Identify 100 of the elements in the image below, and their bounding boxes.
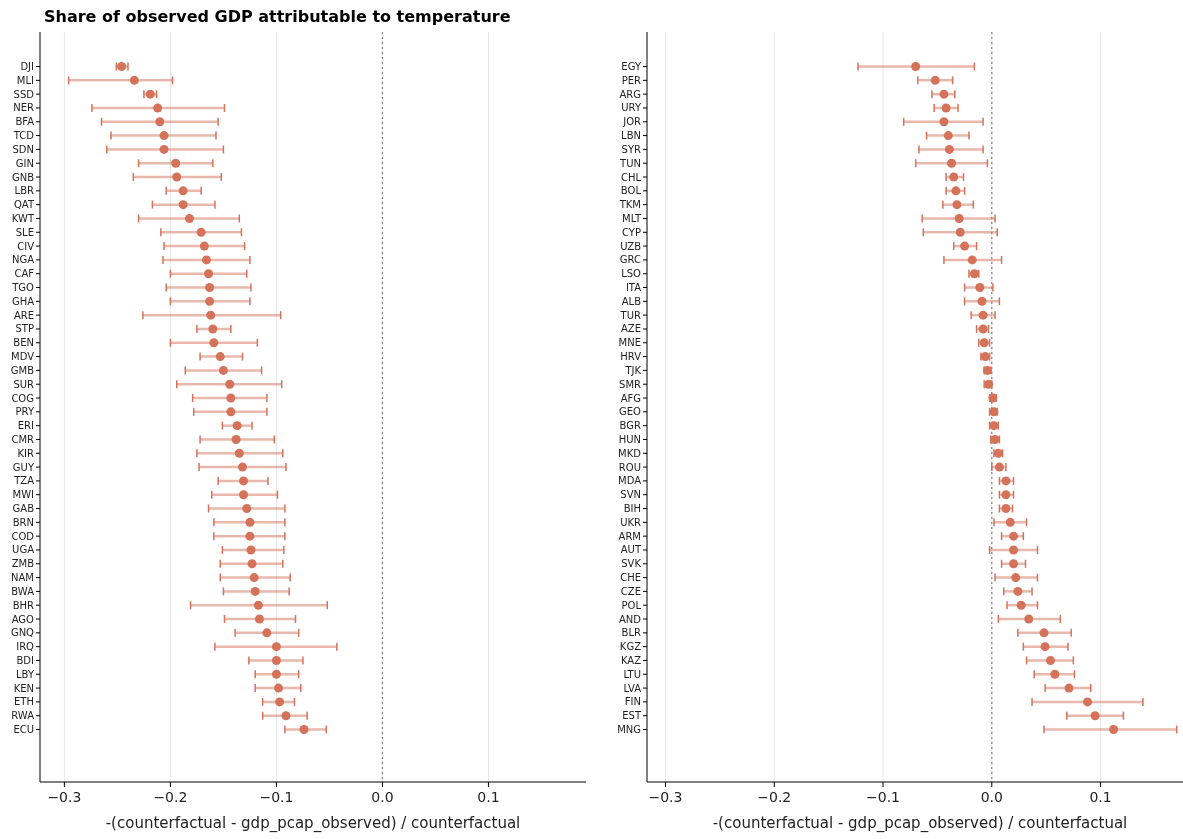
- x-tick-label: 0.0: [371, 789, 394, 805]
- y-tick-label: FIN: [624, 696, 641, 708]
- y-tick-label: CIV: [17, 240, 35, 252]
- point: [171, 158, 181, 168]
- y-tick-label: BIH: [623, 503, 641, 515]
- point: [955, 227, 965, 237]
- y-tick-label: CMR: [11, 433, 35, 445]
- point: [245, 531, 255, 541]
- point: [1050, 669, 1060, 679]
- point: [1001, 490, 1011, 500]
- chart-title: Share of observed GDP attributable to temperature: [44, 7, 511, 26]
- y-tick-label: MNG: [617, 724, 641, 736]
- point: [196, 227, 206, 237]
- y-tick-label: CYP: [622, 226, 641, 238]
- y-tick-label: GEO: [619, 406, 642, 418]
- y-tick-label: ARM: [618, 530, 641, 542]
- y-tick-label: MLI: [16, 74, 34, 86]
- y-tick-label: COD: [11, 530, 35, 542]
- y-tick-label: PER: [621, 74, 642, 86]
- y-tick-label: ITA: [625, 282, 642, 294]
- x-tick-label: 0.0: [980, 789, 1003, 805]
- y-tick-label: QAT: [13, 199, 35, 211]
- y-tick-label: MNE: [618, 337, 641, 349]
- point: [281, 711, 291, 721]
- y-tick-label: MDA: [618, 475, 642, 487]
- point: [1039, 628, 1049, 638]
- point: [250, 586, 260, 596]
- point: [262, 628, 272, 638]
- y-tick-label: GRC: [619, 254, 642, 266]
- point: [299, 725, 309, 735]
- point: [209, 338, 219, 348]
- y-tick-label: ALB: [621, 295, 642, 307]
- y-tick-label: MDV: [11, 351, 35, 363]
- point: [239, 490, 249, 500]
- point: [159, 144, 169, 154]
- y-tick-label: SMR: [619, 378, 642, 390]
- y-tick-label: TUN: [619, 157, 641, 169]
- y-tick-label: LBR: [14, 185, 35, 197]
- point: [1009, 545, 1019, 555]
- y-tick-label: NGA: [11, 254, 35, 266]
- y-tick-label: UZB: [620, 240, 642, 252]
- point: [159, 131, 169, 141]
- y-tick-label: URY: [621, 102, 642, 114]
- y-tick-label: BFA: [15, 116, 35, 128]
- y-tick-label: LSO: [621, 268, 642, 280]
- point: [941, 103, 951, 113]
- y-tick-label: AUT: [620, 544, 642, 556]
- y-tick-label: LVA: [623, 682, 642, 694]
- x-tick-label: −0.3: [648, 789, 683, 805]
- point: [1011, 573, 1021, 583]
- y-tick-label: GUY: [12, 461, 35, 473]
- point: [271, 655, 281, 665]
- point: [201, 255, 211, 265]
- y-tick-label: ERI: [17, 420, 34, 432]
- y-tick-label: TUR: [619, 309, 642, 321]
- y-tick-label: LTU: [623, 668, 641, 680]
- y-tick-label: AZE: [620, 323, 641, 335]
- point: [218, 365, 228, 375]
- point: [204, 269, 214, 279]
- point: [911, 62, 921, 72]
- y-tick-label: BOL: [620, 185, 642, 197]
- point: [129, 75, 139, 85]
- y-tick-label: KIR: [17, 447, 35, 459]
- y-tick-label: TKM: [618, 199, 641, 211]
- y-tick-label: BEN: [13, 337, 34, 349]
- y-tick-label: HRV: [620, 351, 642, 363]
- y-tick-label: GIN: [15, 157, 34, 169]
- point: [239, 476, 249, 486]
- y-tick-label: SDN: [12, 143, 34, 155]
- point: [226, 393, 236, 403]
- y-tick-label: AGO: [11, 613, 35, 625]
- point: [954, 213, 964, 223]
- y-tick-label: CHE: [620, 572, 641, 584]
- y-tick-label: BRN: [12, 516, 34, 528]
- point: [153, 103, 163, 113]
- point: [949, 172, 959, 182]
- point: [205, 296, 215, 306]
- point: [960, 241, 970, 251]
- y-tick-label: GMB: [10, 364, 35, 376]
- y-tick-label: MKD: [618, 447, 642, 459]
- y-tick-label: SUR: [13, 378, 35, 390]
- point: [172, 172, 182, 182]
- x-tick-label: −0.2: [757, 789, 792, 805]
- point: [1024, 614, 1034, 624]
- point: [943, 131, 953, 141]
- y-tick-label: KWT: [11, 212, 35, 224]
- point: [231, 434, 241, 444]
- y-tick-label: BLR: [621, 627, 642, 639]
- point: [242, 504, 252, 514]
- point: [208, 324, 218, 334]
- point: [952, 200, 962, 210]
- point: [226, 407, 236, 417]
- y-tick-label: JOR: [622, 116, 642, 128]
- y-tick-label: EST: [622, 710, 642, 722]
- point: [253, 600, 263, 610]
- x-tick-label: 0.1: [1089, 789, 1112, 805]
- y-tick-label: RWA: [11, 710, 35, 722]
- point: [245, 517, 255, 527]
- y-tick-label: AFG: [620, 392, 641, 404]
- point: [1083, 697, 1092, 707]
